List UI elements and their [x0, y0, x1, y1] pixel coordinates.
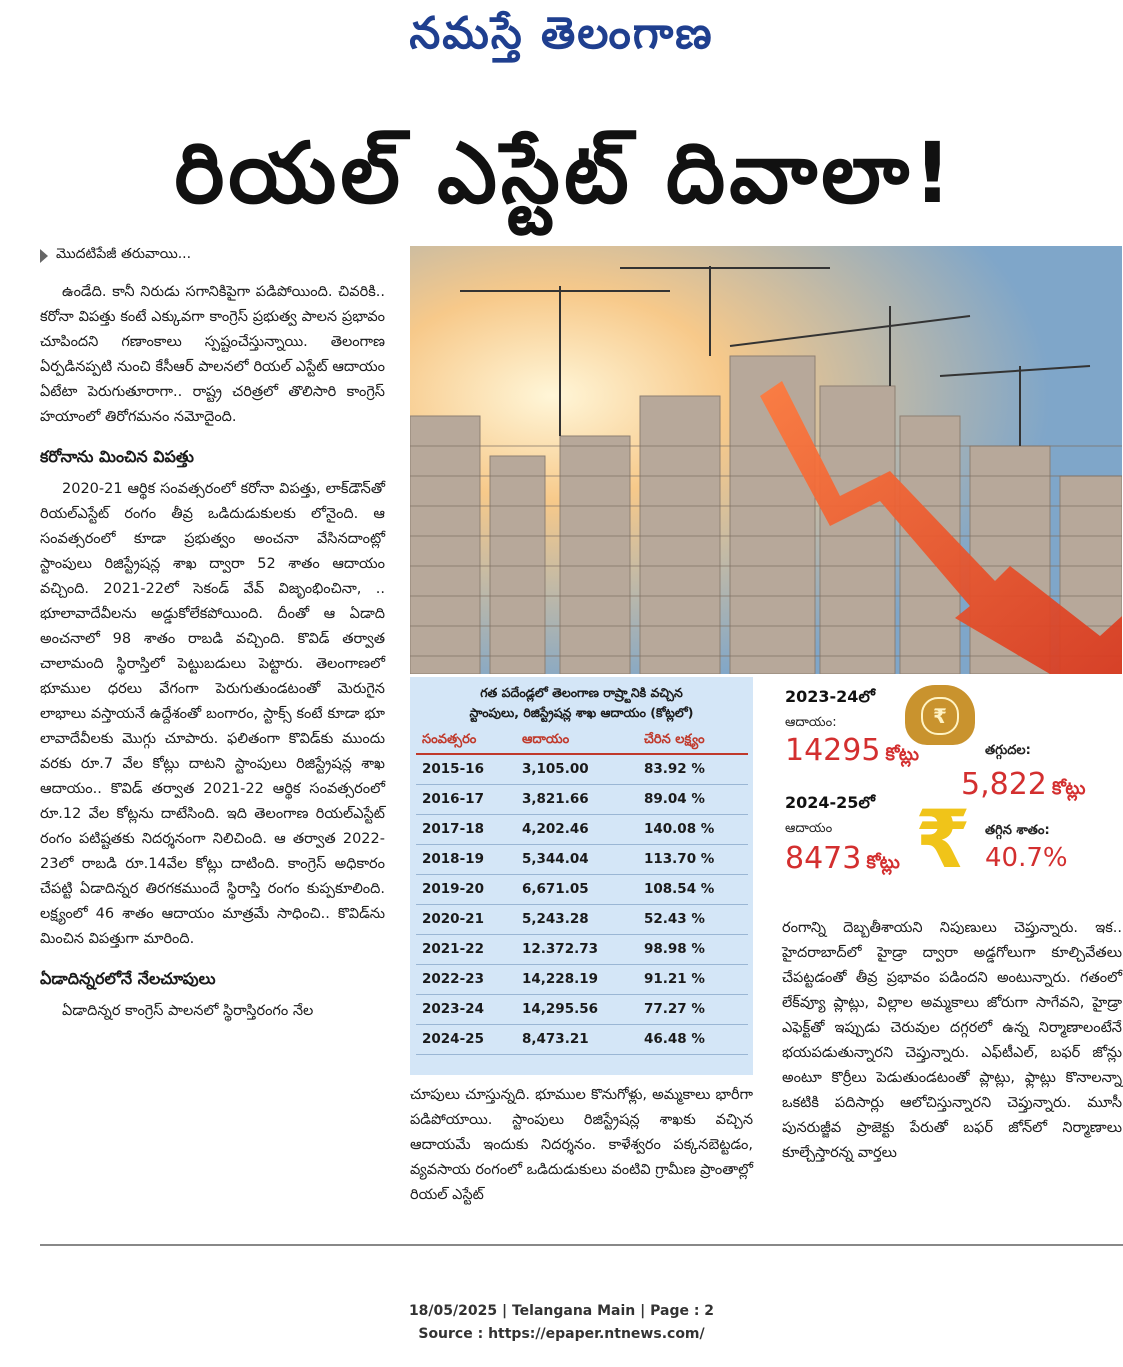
stat-value-2-group: 8473 కోట్లు: [785, 841, 900, 877]
table-row: 2015-16 3,105.00 83.92 %: [416, 754, 748, 785]
revenue-table: సంవత్సరం ఆదాయం చేరిన లక్ష్యం 2015-16 3,10…: [416, 729, 748, 1055]
paragraph: ఉండేది. కానీ నిరుడు సగానికిపైగా పడిపోయిం…: [40, 284, 385, 425]
cell-target: 140.08 %: [638, 814, 748, 845]
cell-year: 2022-23: [416, 964, 516, 995]
drop-value-group: 5,822 కోట్లు: [961, 767, 1085, 803]
table-title: గత పదేండ్లలో తెలంగాణ రాష్ర్టానికి వచ్చిన…: [410, 677, 753, 723]
cell-revenue: 3,821.66: [516, 784, 638, 815]
table-row: 2020-21 5,243.28 52.43 %: [416, 904, 748, 935]
cell-target: 89.04 %: [638, 784, 748, 815]
construction-photo: [410, 246, 1122, 674]
cell-revenue: 3,105.00: [516, 754, 638, 785]
cell-target: 52.43 %: [638, 904, 748, 935]
footer-source: Source : https://epaper.ntnews.com/: [418, 1326, 705, 1342]
cell-target: 77.27 %: [638, 994, 748, 1025]
percent-value: 40.7%: [985, 843, 1068, 873]
cell-revenue: 6,671.05: [516, 874, 638, 905]
cell-year: 2020-21: [416, 904, 516, 935]
stat-label-2: ఆదాయం: [785, 821, 833, 836]
table-row: 2022-23 14,228.19 91.21 %: [416, 964, 748, 995]
cell-year: 2024-25: [416, 1024, 516, 1055]
table-title-line-1: గత పదేండ్లలో తెలంగాణ రాష్ర్టానికి వచ్చిన: [480, 685, 683, 700]
stat-year-2: 2024-25లో: [785, 793, 875, 812]
percent-label: తగ్గిన శాతం:: [985, 823, 1050, 838]
table-header-row: సంవత్సరం ఆదాయం చేరిన లక్ష్యం: [416, 729, 748, 755]
cell-year: 2023-24: [416, 994, 516, 1025]
table-row: 2024-25 8,473.21 46.48 %: [416, 1024, 748, 1055]
divider: [40, 1244, 1123, 1246]
header-revenue: ఆదాయం: [516, 729, 638, 755]
falling-arrow-icon: [760, 381, 1122, 674]
cell-revenue: 4,202.46: [516, 814, 638, 845]
cell-target: 98.98 %: [638, 934, 748, 965]
cell-revenue: 14,228.19: [516, 964, 638, 995]
article-column-2: చూపులు చూస్తున్నది. భూముల కొనుగోళ్లు, అమ…: [410, 1083, 753, 1218]
cell-revenue: 12.372.73: [516, 934, 638, 965]
chevron-right-icon: [40, 248, 48, 263]
continued-note: మొదటిపేజీ తరువాయి...: [40, 246, 385, 265]
header-target: చేరిన లక్ష్యం: [638, 729, 748, 755]
table-row: 2018-19 5,344.04 113.70 %: [416, 844, 748, 875]
paragraph: 2020-21 ఆర్థిక సంవత్సరంలో కరోనా విపత్తు,…: [40, 481, 385, 947]
cell-target: 91.21 %: [638, 964, 748, 995]
revenue-table-box: గత పదేండ్లలో తెలంగాణ రాష్ర్టానికి వచ్చిన…: [410, 677, 753, 1075]
cell-revenue: 14,295.56: [516, 994, 638, 1025]
cell-year: 2017-18: [416, 814, 516, 845]
stat-label-1: ఆదాయం:: [785, 715, 837, 730]
cell-revenue: 5,344.04: [516, 844, 638, 875]
stat-value-1-group: 14295 కోట్లు: [785, 733, 919, 769]
cell-target: 46.48 %: [638, 1024, 748, 1055]
cell-revenue: 8,473.21: [516, 1024, 638, 1055]
cell-year: 2021-22: [416, 934, 516, 965]
table-row: 2017-18 4,202.46 140.08 %: [416, 814, 748, 845]
drop-value: 5,822: [961, 767, 1047, 802]
table-row: 2021-22 12.372.73 98.98 %: [416, 934, 748, 965]
construction-illustration: [410, 246, 1122, 674]
stat-year-1: 2023-24లో: [785, 687, 875, 706]
cell-revenue: 5,243.28: [516, 904, 638, 935]
rupee-symbol-icon: ₹: [915, 793, 971, 886]
table-row: 2019-20 6,671.05 108.54 %: [416, 874, 748, 905]
table-row: 2016-17 3,821.66 89.04 %: [416, 784, 748, 815]
cell-year: 2016-17: [416, 784, 516, 815]
paragraph: రంగాన్ని దెబ్బతీశాయని నిపుణులు చెప్తున్న…: [782, 920, 1122, 1161]
subheading: ఏడాదిన్నరలోనే నేలచూపులు: [40, 969, 216, 988]
footer-edition: 18/05/2025 | Telangana Main | Page : 2: [408, 1303, 715, 1319]
drop-label: తగ్గుదల:: [985, 743, 1031, 758]
article-column-3: రంగాన్ని దెబ్బతీశాయని నిపుణులు చెప్తున్న…: [782, 916, 1122, 1176]
paragraph: చూపులు చూస్తున్నది. భూముల కొనుగోళ్లు, అమ…: [410, 1087, 753, 1203]
cell-target: 83.92 %: [638, 754, 748, 785]
cell-year: 2018-19: [416, 844, 516, 875]
cell-target: 113.70 %: [638, 844, 748, 875]
masthead: నమస్తే తెలంగాణ: [409, 8, 714, 59]
stat-value-2: 8473: [785, 841, 862, 876]
table-row: 2023-24 14,295.56 77.27 %: [416, 994, 748, 1025]
table-title-line-2: స్టాంపులు, రిజిస్ట్రేషన్ల శాఖ ఆదాయం (కోట…: [469, 705, 694, 720]
cell-target: 108.54 %: [638, 874, 748, 905]
stat-unit-2: కోట్లు: [866, 852, 900, 873]
cell-year: 2015-16: [416, 754, 516, 785]
headline: రియల్ ఎస్టేట్ దివాలా!: [174, 124, 956, 222]
continued-label: మొదటిపేజీ తరువాయి...: [56, 246, 192, 262]
paragraph: ఏడాదిన్నర కాంగ్రెస్ పాలనలో స్థిరాస్తిరంగ…: [62, 1003, 314, 1019]
cell-year: 2019-20: [416, 874, 516, 905]
drop-unit: కోట్లు: [1051, 778, 1086, 799]
rupee-coin-icon: ₹: [921, 697, 959, 735]
money-bag-icon: ₹: [905, 685, 975, 745]
header-year: సంవత్సరం: [416, 729, 516, 755]
subheading: కరోనాను మించిన విపత్తు: [40, 447, 194, 466]
stats-panel: 2023-24లో ఆదాయం: 14295 కోట్లు 2024-25లో …: [775, 677, 1122, 893]
article-column-1: ఉండేది. కానీ నిరుడు సగానికిపైగా పడిపోయిం…: [40, 280, 385, 1034]
stat-value-1: 14295: [785, 733, 881, 768]
stat-unit-1: కోట్లు: [885, 744, 919, 765]
